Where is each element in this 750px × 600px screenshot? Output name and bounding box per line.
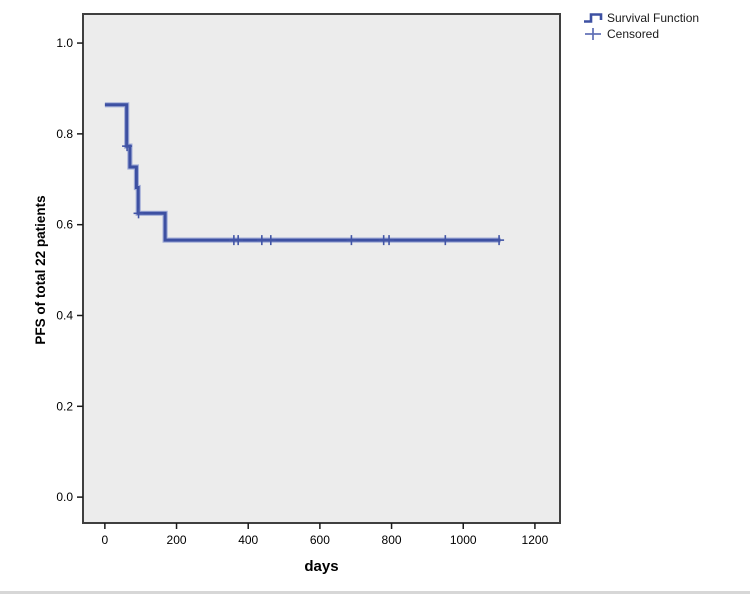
- legend-item-survival-function: Survival Function: [583, 10, 699, 25]
- step-line-icon: [584, 12, 603, 23]
- x-tick-label: 0: [102, 533, 109, 547]
- x-tick-label: 1200: [522, 533, 549, 547]
- survival-curve: [104, 103, 501, 242]
- page-edge-artifact: [0, 591, 750, 594]
- x-tick-label: 800: [382, 533, 402, 547]
- y-tick-label: 0.2: [56, 399, 73, 413]
- legend-label-survival-function: Survival Function: [607, 10, 700, 25]
- plus-icon: [585, 27, 601, 40]
- y-tick-label: 1.0: [56, 36, 73, 50]
- y-tick-label: 0.0: [56, 490, 73, 504]
- x-tick-label: 600: [310, 533, 330, 547]
- x-axis-title: days: [304, 558, 339, 575]
- legend-label-censored: Censored: [607, 26, 660, 41]
- legend-item-censored: Censored: [583, 26, 699, 41]
- plot-frame: [82, 13, 561, 524]
- y-tick-label: 0.6: [56, 218, 73, 232]
- y-tick-label: 0.4: [56, 308, 73, 322]
- legend: Survival Function Censored: [583, 10, 699, 41]
- x-tick-label: 400: [238, 533, 258, 547]
- x-tick-label: 1000: [450, 533, 477, 547]
- y-tick-label: 0.8: [56, 127, 73, 141]
- y-axis-title: PFS of total 22 patients: [33, 195, 48, 345]
- x-tick-label: 200: [167, 533, 187, 547]
